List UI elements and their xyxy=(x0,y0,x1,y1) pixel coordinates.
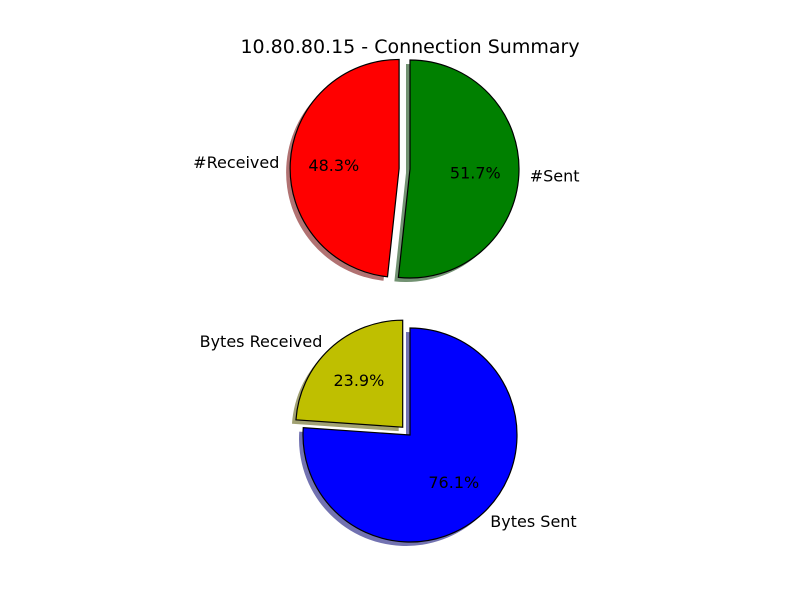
pie-2: 23.9% Bytes Received 76.1% Bytes Sent xyxy=(200,319,577,546)
chart-title: 10.80.80.15 - Connection Summary xyxy=(240,36,579,58)
pie-pct-label: 48.3% xyxy=(308,156,359,175)
pie-layer: 48.3% #Received 51.7% #Sent 23.9% Bytes Recei… xyxy=(193,58,580,546)
pie-pct-label: 51.7% xyxy=(450,163,501,182)
pie-slice-label: #Sent xyxy=(530,166,580,185)
pie-slice-bytes-sent xyxy=(302,327,518,543)
pie-slice-received xyxy=(289,58,400,278)
pie-slice-label: Bytes Received xyxy=(200,332,323,351)
pie-slice-bytes-received xyxy=(295,319,404,428)
pie-pct-label: 76.1% xyxy=(428,473,479,492)
pie-slice-label: #Received xyxy=(193,153,279,172)
pie-1: 48.3% #Received 51.7% #Sent xyxy=(193,58,580,282)
pie-pct-label: 23.9% xyxy=(333,371,384,390)
pie-slice-label: Bytes Sent xyxy=(490,512,576,531)
pie-slice-sent xyxy=(397,59,520,279)
